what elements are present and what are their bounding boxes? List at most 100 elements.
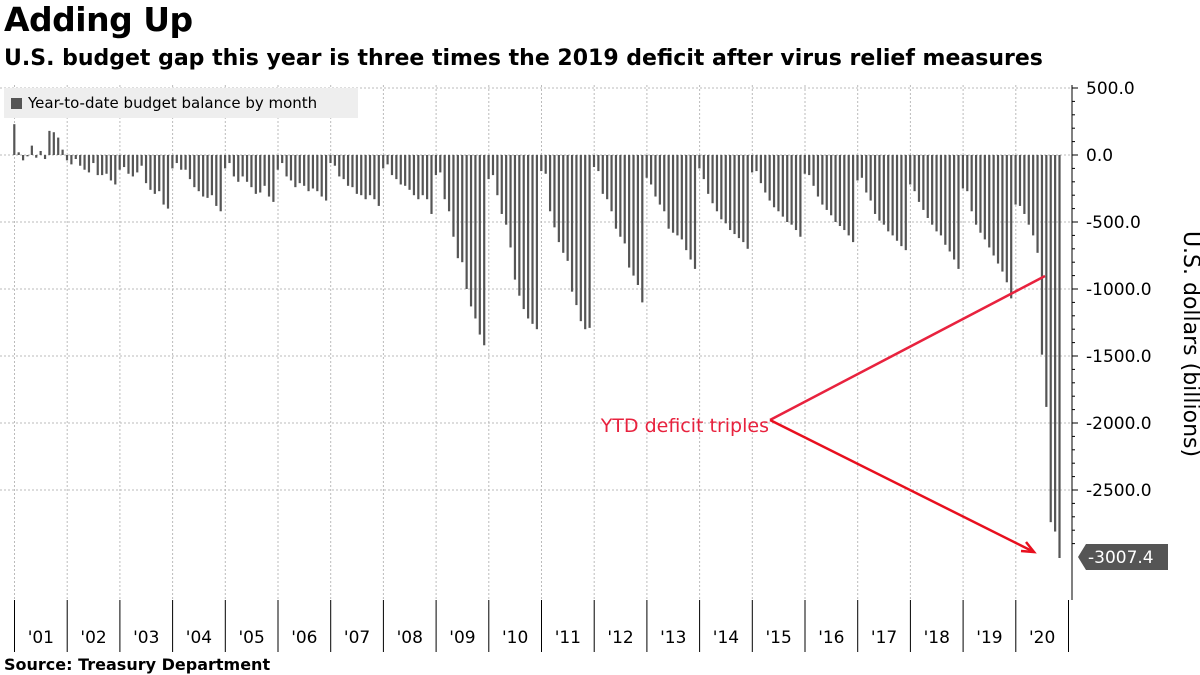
- bar: [276, 155, 279, 170]
- bar: [816, 155, 820, 197]
- last-value-callout-shape: [1078, 544, 1168, 570]
- bar: [922, 155, 925, 210]
- bar: [869, 155, 872, 201]
- bar: [720, 155, 723, 220]
- annotation-line-upper: [769, 274, 1046, 422]
- bar: [228, 155, 231, 164]
- bar: [974, 155, 978, 225]
- bar: [452, 155, 455, 237]
- axis-layer: 500.0 0.0 -500.0 -1000.0 -1500.0 -2000.0 -2500…: [14, 79, 1152, 652]
- bar: [544, 155, 547, 174]
- annotation: YTD deficit triples: [600, 274, 1046, 554]
- bar: [1032, 155, 1035, 236]
- bar: [957, 155, 960, 269]
- bar: [636, 155, 640, 285]
- bar: [92, 155, 95, 164]
- bar: [821, 155, 824, 205]
- x-tick-label: '19: [976, 628, 1002, 648]
- bar: [329, 155, 332, 164]
- bar-layer: [13, 124, 1061, 558]
- bar: [48, 130, 51, 155]
- bar: [825, 155, 828, 210]
- bar: [316, 155, 319, 192]
- bar: [281, 155, 284, 164]
- bar: [733, 155, 736, 235]
- chart-title: Adding Up: [4, 0, 193, 39]
- bar: [944, 155, 947, 245]
- bar: [469, 155, 473, 307]
- bar: [649, 155, 653, 185]
- x-tick-label: '01: [28, 628, 54, 648]
- bar: [812, 155, 815, 186]
- bar: [1023, 155, 1026, 214]
- bar: [259, 155, 262, 193]
- bar: [623, 155, 626, 244]
- bar: [272, 155, 275, 202]
- bar: [632, 155, 635, 276]
- bar: [338, 155, 341, 177]
- bar: [579, 155, 582, 322]
- bar: [175, 155, 178, 164]
- bar: [355, 155, 358, 194]
- bar: [865, 155, 868, 193]
- bar: [939, 155, 943, 236]
- bar: [737, 155, 741, 239]
- bar: [592, 155, 596, 168]
- bar: [535, 155, 538, 330]
- bar: [834, 155, 837, 222]
- bar: [456, 155, 459, 259]
- bar: [373, 155, 376, 200]
- bar: [70, 155, 73, 165]
- last-value-label: -3007.4: [1088, 548, 1154, 568]
- bar: [606, 155, 609, 200]
- bar: [421, 155, 424, 196]
- bar: [931, 155, 934, 225]
- legend: Year-to-date budget balance by month: [4, 88, 358, 118]
- bar: [333, 155, 336, 166]
- bar: [109, 155, 113, 181]
- bar: [676, 155, 679, 236]
- x-tick-label: '20: [1029, 628, 1055, 648]
- bar: [562, 155, 565, 253]
- bar: [79, 155, 82, 166]
- bar: [105, 155, 108, 174]
- bar: [232, 155, 235, 177]
- bar: [667, 155, 670, 229]
- bar: [777, 155, 780, 212]
- bar: [838, 155, 842, 227]
- x-tick-label: '07: [344, 628, 370, 648]
- bar: [57, 137, 60, 155]
- x-tick-label: '16: [818, 628, 844, 648]
- bar: [1049, 155, 1052, 523]
- bar: [768, 155, 771, 201]
- bar: [294, 155, 297, 188]
- bar: [158, 155, 161, 192]
- bar: [364, 155, 367, 200]
- bar: [325, 155, 328, 201]
- bar: [26, 155, 29, 157]
- bar: [680, 155, 683, 240]
- bar: [1018, 155, 1022, 206]
- bar: [254, 155, 257, 194]
- bar: [483, 155, 486, 346]
- bar: [548, 155, 552, 212]
- bar: [412, 155, 416, 196]
- bar: [689, 155, 692, 260]
- bar: [30, 145, 33, 155]
- bar: [531, 155, 534, 324]
- bar: [171, 155, 174, 169]
- bar: [13, 124, 16, 155]
- annotation-text: YTD deficit triples: [600, 415, 769, 437]
- bar: [588, 155, 591, 328]
- bar: [417, 155, 420, 200]
- bar: [614, 155, 618, 229]
- bar: [351, 155, 354, 188]
- bar: [619, 155, 622, 237]
- x-tick-label: '05: [238, 628, 264, 648]
- bar: [136, 155, 139, 173]
- bar: [509, 155, 512, 248]
- y-tick-label: -2000.0: [1086, 414, 1152, 434]
- bar: [65, 155, 69, 161]
- bar: [74, 155, 77, 160]
- bar: [245, 155, 249, 182]
